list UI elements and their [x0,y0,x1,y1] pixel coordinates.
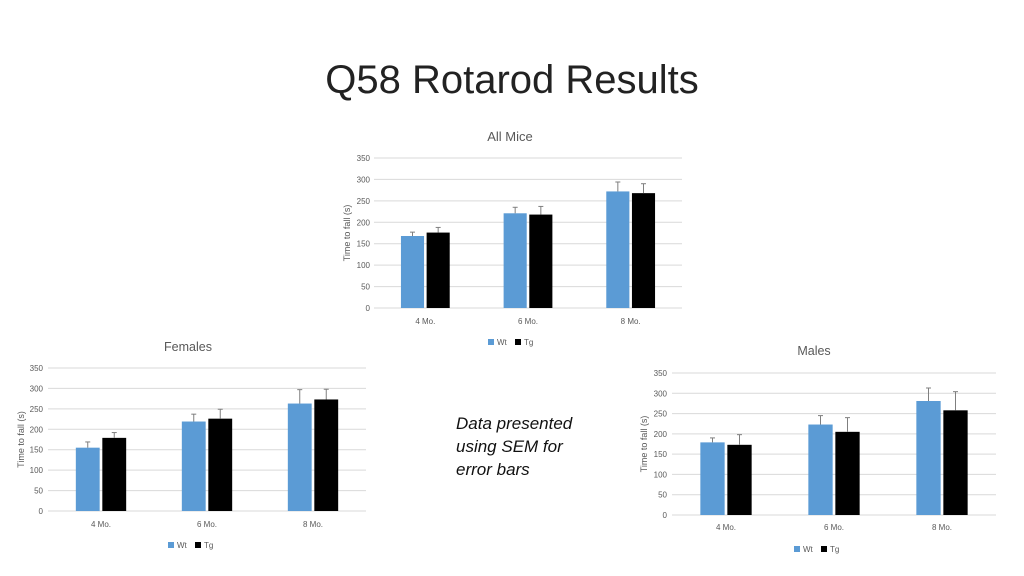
females-bar-wt [287,403,312,511]
females-legend-swatch-wt [168,542,174,548]
males-y-tick-label: 50 [658,491,667,500]
males-bar-wt [700,442,725,515]
females-y-tick-label: 250 [30,405,44,414]
females-bar-tg [102,437,127,511]
females-bar-tg [208,418,233,511]
females-bar-wt [181,421,206,511]
males-bar-tg [727,444,752,515]
all-mice-y-tick-label: 150 [357,240,371,249]
males-legend-label-wt: Wt [803,545,814,554]
all-mice-bar-wt [503,213,527,308]
females-y-tick-label: 200 [30,425,44,434]
all-mice-legend-swatch-tg [515,339,521,345]
sem-note: Data presented using SEM for error bars [456,414,573,479]
all-mice-chart-title: All Mice [487,129,533,144]
females-y-tick-label: 50 [34,487,43,496]
females-bar-wt [75,447,100,511]
males-legend-swatch-wt [794,546,800,552]
all-mice-y-tick-label: 200 [357,218,371,227]
all-mice-y-tick-label: 0 [366,304,371,313]
males-y-tick-label: 250 [654,410,668,419]
males-y-tick-label: 150 [654,450,668,459]
all-mice-legend-swatch-wt [488,339,494,345]
all-mice-y-tick-label: 350 [357,154,371,163]
males-chart-title: Males [797,344,830,358]
all-mice-y-axis-label: Time to fall (s) [342,205,352,262]
all-mice-x-tick-label: 6 Mo. [518,317,538,326]
males-y-axis-label: Time to fall (s) [639,416,649,473]
males-bar-wt [916,400,941,515]
all-mice-y-tick-label: 300 [357,175,371,184]
females-bar-tg [314,399,339,511]
males-legend-swatch-tg [821,546,827,552]
males-bar-tg [835,431,860,515]
all-mice-bar-tg [529,214,553,308]
females-y-tick-label: 0 [39,507,44,516]
females-y-axis-label: Time to fall (s) [16,411,26,468]
all-mice-bar-tg [631,193,656,308]
females-legend-label-tg: Tg [204,541,213,550]
all-mice-x-tick-label: 8 Mo. [621,317,641,326]
females-y-tick-label: 300 [30,384,44,393]
females-x-tick-label: 4 Mo. [91,520,111,529]
females-y-tick-label: 150 [30,446,44,455]
all-mice-y-tick-label: 250 [357,197,371,206]
all-mice-bar-wt [606,191,630,308]
females-y-tick-label: 100 [30,466,44,475]
all-mice-x-tick-label: 4 Mo. [415,317,435,326]
all-mice-y-tick-label: 100 [357,261,371,270]
all-mice-y-tick-label: 50 [361,283,370,292]
females-chart-title: Females [164,340,212,354]
females-legend-swatch-tg [195,542,201,548]
males-x-tick-label: 4 Mo. [716,523,736,532]
slide-title: Q58 Rotarod Results [325,58,699,102]
males-x-tick-label: 8 Mo. [932,523,952,532]
males-y-tick-label: 300 [654,389,668,398]
males-y-tick-label: 350 [654,369,668,378]
all-mice-legend-label-tg: Tg [524,338,533,347]
males-y-tick-label: 100 [654,470,668,479]
males-y-tick-label: 0 [663,511,668,520]
females-x-tick-label: 8 Mo. [303,520,323,529]
males-legend-label-tg: Tg [830,545,839,554]
males-y-tick-label: 200 [654,430,668,439]
all-mice-bar-wt [400,236,425,308]
females-y-tick-label: 350 [30,364,44,373]
females-x-tick-label: 6 Mo. [197,520,217,529]
males-bar-wt [808,424,833,515]
females-legend-label-wt: Wt [177,541,188,550]
all-mice-bar-tg [426,232,450,308]
males-bar-tg [943,410,968,515]
males-x-tick-label: 6 Mo. [824,523,844,532]
all-mice-legend-label-wt: Wt [497,338,508,347]
